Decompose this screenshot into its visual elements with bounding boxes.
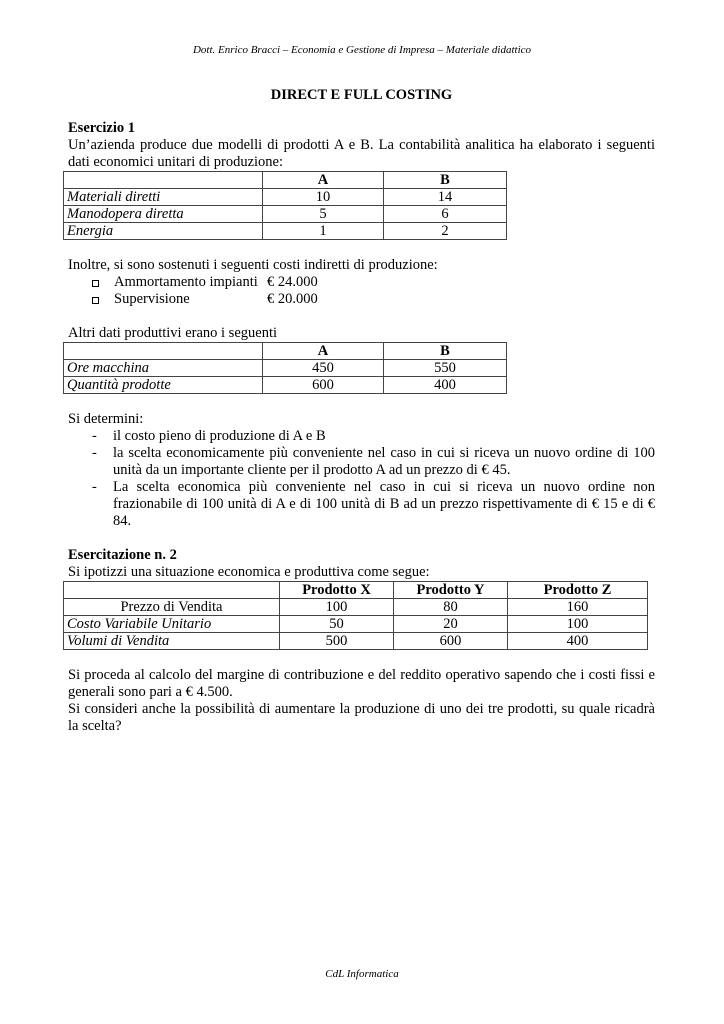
col-header: Prodotto Y [393, 581, 508, 599]
exercise-2-heading: Esercitazione n. 2 [68, 547, 177, 563]
exercise-2-paragraph: Si consideri anche la possibilità di aum… [68, 701, 655, 734]
exercise-2-paragraph: Si proceda al calcolo del margine di con… [68, 667, 655, 700]
table-row: Materiali diretti 10 14 [63, 188, 507, 206]
col-header: Prodotto X [279, 581, 394, 599]
page-footer: CdL Informatica [325, 968, 399, 980]
list-item: la scelta economicamente più conveniente… [92, 445, 655, 479]
document-title: DIRECT E FULL COSTING [270, 87, 453, 103]
table-row: Energia 1 2 [63, 222, 507, 240]
indirect-costs-intro: Inoltre, si sono sostenuti i seguenti co… [68, 257, 438, 273]
list-item: Supervisione € 20.000 [90, 291, 655, 308]
table-row: Volumi di Vendita 500 600 400 [63, 632, 648, 650]
products-table: Prodotto X Prodotto Y Prodotto Z Prezzo di… [63, 581, 648, 650]
table-row: Prezzo di Vendita 100 80 160 [63, 598, 648, 616]
table-row: Costo Variabile Unitario 50 20 100 [63, 615, 648, 633]
exercise-1-heading: Esercizio 1 [68, 120, 135, 136]
indirect-costs-list: Ammortamento impianti € 24.000 Supervisio… [68, 274, 655, 308]
col-header: B [383, 342, 507, 360]
table-row: Manodopera diretta 5 6 [63, 205, 507, 223]
other-data-intro: Altri dati produttivi erano i seguenti [68, 325, 277, 341]
col-header: A [262, 342, 384, 360]
table-row: Quantità prodotte 600 400 [63, 376, 507, 394]
col-header: Prodotto Z [507, 581, 648, 599]
exercise-1-intro: Un’azienda produce due modelli di prodot… [68, 137, 655, 170]
tasks-list: il costo pieno di produzione di A e B la… [68, 428, 655, 530]
tasks-intro: Si determini: [68, 411, 144, 427]
list-item: Ammortamento impianti € 24.000 [90, 274, 655, 291]
col-header: B [383, 171, 507, 189]
list-item: La scelta economica più conveniente nel … [92, 479, 655, 530]
exercise-2-intro: Si ipotizzi una situazione economica e p… [68, 564, 430, 580]
col-header: A [262, 171, 384, 189]
list-item: il costo pieno di produzione di A e B [92, 428, 655, 445]
table-row: Ore macchina 450 550 [63, 359, 507, 377]
page-header: Dott. Enrico Bracci – Economia e Gestion… [192, 44, 532, 56]
